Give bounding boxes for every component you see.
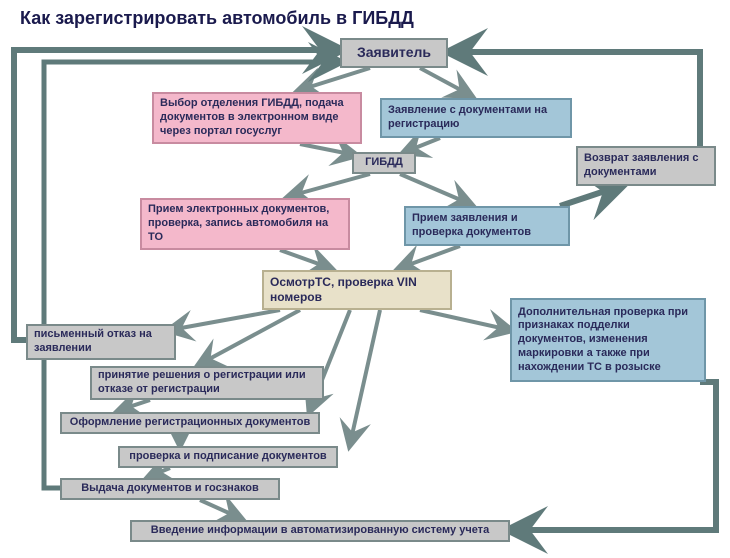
node-regDocs: Оформление регистрационных документов <box>60 412 320 434</box>
node-returnApp: Возврат заявления с документами <box>576 146 716 186</box>
node-autoSystem: Введение информации в автоматизированную… <box>130 520 510 542</box>
node-decision: принятие решения о регистрации или отказ… <box>90 366 324 400</box>
node-applicant: Заявитель <box>340 38 448 68</box>
node-choice: Выбор отделения ГИБДД, подача документов… <box>152 92 362 144</box>
node-inspect: ОсмотрТС, проверка VIN номеров <box>262 270 452 310</box>
node-eReceive: Прием электронных документов, проверка, … <box>140 198 350 250</box>
node-issue: Выдача документов и госзнаков <box>60 478 280 500</box>
node-appReceive: Прием заявления и проверка документов <box>404 206 570 246</box>
node-gibdd: ГИБДД <box>352 152 416 174</box>
node-checkSign: проверка и подписание документов <box>118 446 338 468</box>
node-refuse: письменный отказ на заявлении <box>26 324 176 360</box>
node-application: Заявление с документами на регистрацию <box>380 98 572 138</box>
node-extraCheck: Дополнительная проверка при признаках по… <box>510 298 706 382</box>
diagram-title: Как зарегистрировать автомобиль в ГИБДД <box>20 8 414 29</box>
